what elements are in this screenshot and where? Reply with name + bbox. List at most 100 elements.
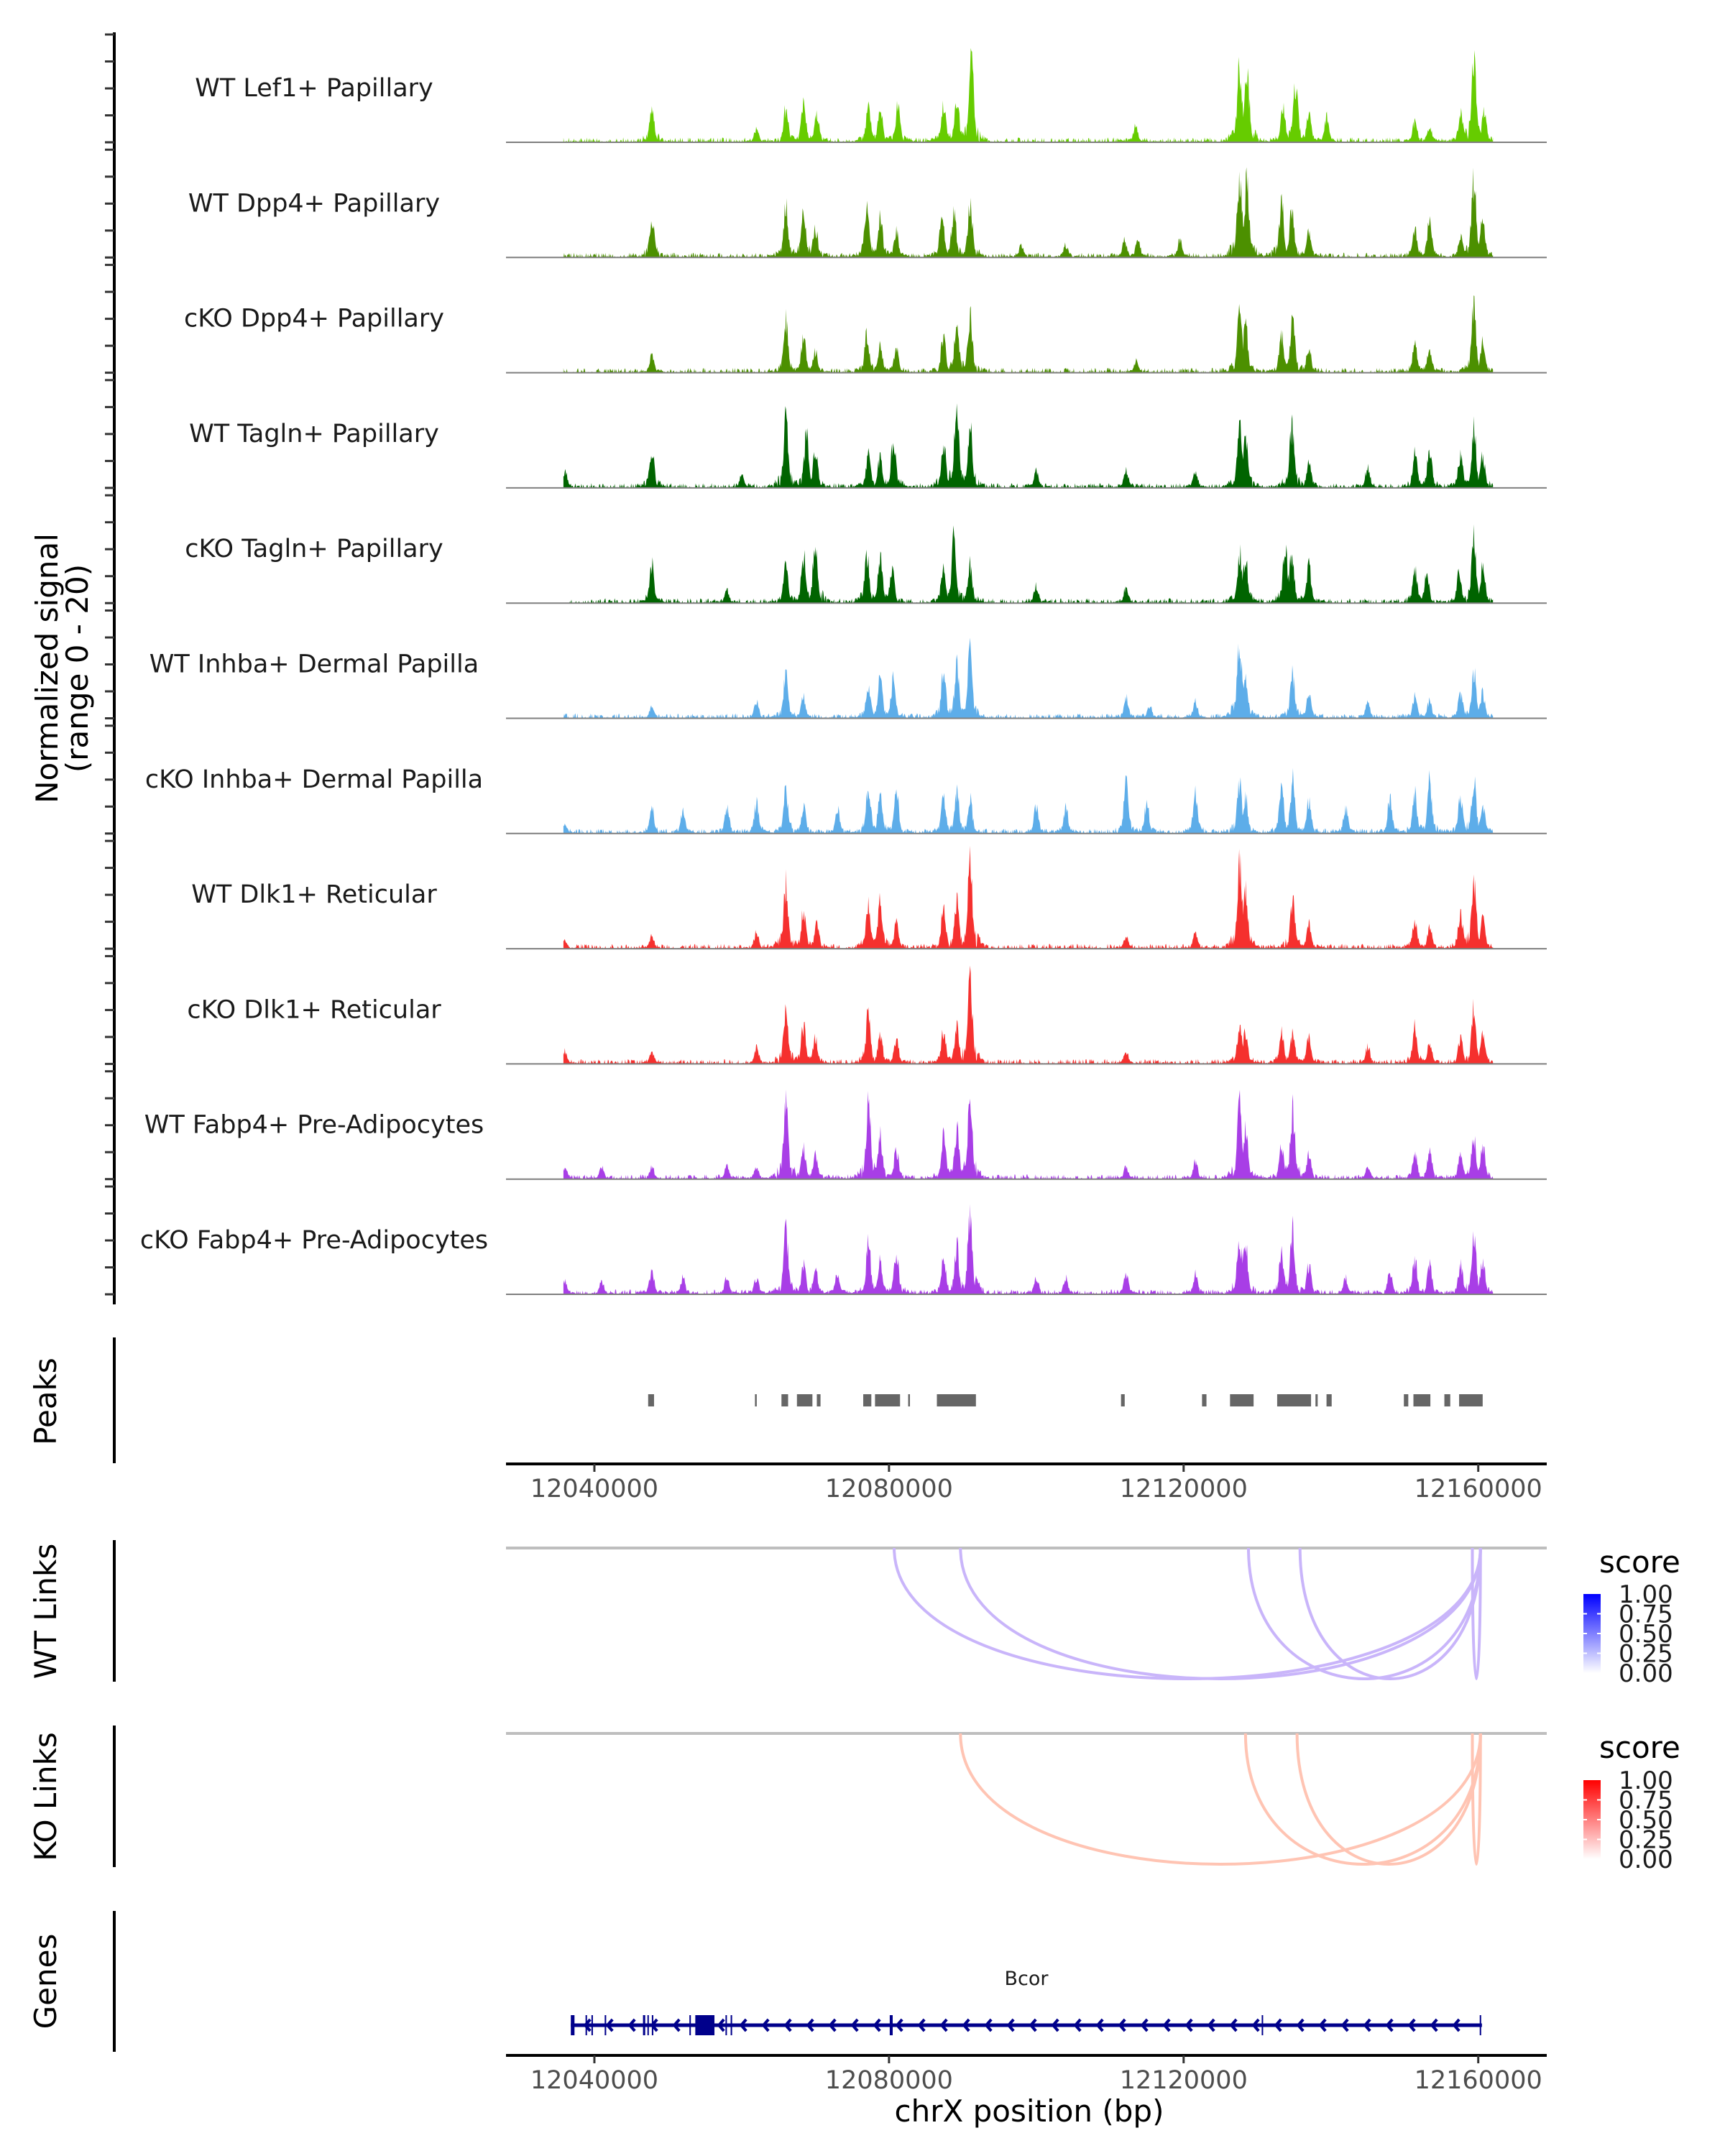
track-label: cKO Dpp4+ Papillary bbox=[184, 305, 444, 333]
strand-arrow-icon bbox=[672, 2018, 681, 2032]
coverage-area bbox=[563, 768, 1494, 834]
coverage-area bbox=[563, 295, 1494, 373]
link-arc bbox=[959, 1733, 1482, 1866]
strand-arrow-icon bbox=[1296, 2018, 1305, 2032]
exon bbox=[571, 2015, 575, 2035]
strand-arrow-icon bbox=[627, 2018, 636, 2032]
strand-arrow-icon bbox=[962, 2018, 970, 2032]
peak-region bbox=[796, 1394, 813, 1406]
coverage-area bbox=[563, 637, 1494, 719]
track-6: cKO Inhba+ Dermal Papilla bbox=[105, 724, 1547, 835]
track-label: WT Lef1+ Papillary bbox=[195, 74, 433, 103]
peak-region bbox=[875, 1394, 901, 1406]
peak-region bbox=[937, 1394, 976, 1406]
peak-region bbox=[1121, 1394, 1125, 1406]
legend-tick-label: 0.75 bbox=[1619, 1600, 1673, 1629]
exon bbox=[730, 2015, 732, 2035]
coverage-area bbox=[563, 167, 1494, 258]
coverage-area bbox=[563, 1089, 1494, 1179]
peaks-label: Peaks bbox=[28, 1358, 63, 1445]
links-panel-1: 1.000.750.500.250.00 bbox=[113, 1726, 1673, 1874]
peak-region bbox=[1202, 1394, 1207, 1406]
coverage-area bbox=[563, 524, 1494, 604]
coverage-area bbox=[563, 403, 1494, 488]
strand-arrow-icon bbox=[828, 2018, 837, 2032]
strand-arrow-icon bbox=[1095, 2018, 1104, 2032]
peak-region bbox=[1413, 1394, 1431, 1406]
exon bbox=[585, 2015, 587, 2035]
exon bbox=[889, 2015, 893, 2035]
track-2: cKO Dpp4+ Papillary bbox=[105, 264, 1547, 374]
track-9: WT Fabp4+ Pre-Adipocytes bbox=[105, 1070, 1547, 1181]
coverage-area bbox=[563, 47, 1494, 143]
legend-tick-label: 0.50 bbox=[1619, 1806, 1673, 1835]
x-tick-label: 12120000 bbox=[1120, 2066, 1248, 2095]
legend-tick-label: 0.00 bbox=[1619, 1659, 1673, 1688]
exon bbox=[651, 2015, 653, 2035]
exon bbox=[1479, 2015, 1481, 2035]
track-0: WT Lef1+ Papillary bbox=[105, 33, 1547, 144]
x-axis-bottom: 12040000 12080000 12120000 12160000 bbox=[506, 2054, 1547, 2095]
strand-arrow-icon bbox=[1118, 2018, 1126, 2032]
strand-arrow-icon bbox=[1029, 2018, 1037, 2032]
peak-region bbox=[781, 1394, 788, 1406]
exon bbox=[647, 2015, 649, 2035]
link-arc bbox=[959, 1547, 1482, 1680]
links-panel-0: 1.000.750.500.250.00 bbox=[113, 1540, 1673, 1688]
track-5: WT Inhba+ Dermal Papilla bbox=[105, 609, 1547, 719]
track-label: cKO Tagln+ Papillary bbox=[185, 535, 443, 563]
track-label: cKO Inhba+ Dermal Papilla bbox=[145, 765, 483, 794]
track-4: cKO Tagln+ Papillary bbox=[105, 494, 1547, 604]
strand-arrow-icon bbox=[1407, 2018, 1416, 2032]
peak-region bbox=[1444, 1394, 1450, 1406]
strand-arrow-icon bbox=[761, 2018, 770, 2032]
strand-arrow-icon bbox=[1318, 2018, 1327, 2032]
strand-arrow-icon bbox=[1006, 2018, 1015, 2032]
track-label: WT Fabp4+ Pre-Adipocytes bbox=[144, 1111, 484, 1140]
track-label: WT Tagln+ Papillary bbox=[189, 420, 439, 448]
track-label: WT Dlk1+ Reticular bbox=[191, 880, 437, 909]
peak-region bbox=[755, 1394, 757, 1406]
peak-region bbox=[816, 1394, 821, 1406]
strand-arrow-icon bbox=[873, 2018, 881, 2032]
strand-arrow-icon bbox=[1162, 2018, 1171, 2032]
strand-arrow-icon bbox=[1452, 2018, 1460, 2032]
x-tick-label: 12160000 bbox=[1414, 2066, 1542, 2095]
x-axis-title: chrX position (bp) bbox=[895, 2093, 1164, 2129]
x-tick-label: 12040000 bbox=[530, 2066, 658, 2095]
strand-arrow-icon bbox=[1140, 2018, 1149, 2032]
strand-arrow-icon bbox=[1385, 2018, 1394, 2032]
legend-tick-label: 1.00 bbox=[1619, 1766, 1673, 1795]
strand-arrow-icon bbox=[1051, 2018, 1059, 2032]
legend-tick-label: 0.50 bbox=[1619, 1620, 1673, 1649]
peak-region bbox=[1230, 1394, 1254, 1406]
track-10: cKO Fabp4+ Pre-Adipocytes bbox=[105, 1185, 1547, 1296]
track-8: cKO Dlk1+ Reticular bbox=[105, 954, 1547, 1065]
peaks-panel: Peaks bbox=[28, 1337, 1483, 1463]
peak-region bbox=[863, 1394, 872, 1406]
genes-label: Genes bbox=[28, 1934, 63, 2030]
links-panels: WT Links KO Links score score 1.000.750.… bbox=[28, 1540, 1680, 1874]
x-tick-label: 12040000 bbox=[530, 1475, 658, 1503]
x-axis-top: 12040000 12080000 12120000 12160000 bbox=[506, 1462, 1547, 1503]
exon bbox=[695, 2015, 715, 2035]
link-arc bbox=[1246, 1547, 1482, 1680]
link-arc bbox=[1298, 1547, 1482, 1680]
x-tick-label: 12160000 bbox=[1414, 1475, 1542, 1503]
strand-arrow-icon bbox=[917, 2018, 926, 2032]
strand-arrow-icon bbox=[984, 2018, 993, 2032]
coverage-tracks: WT Lef1+ Papillary WT Dpp4+ Papillary cKO … bbox=[105, 32, 1547, 1304]
peak-region bbox=[648, 1394, 654, 1406]
coverage-area bbox=[563, 1204, 1494, 1294]
wt-legend-title: score bbox=[1599, 1544, 1680, 1580]
y-axis-title-line2: (range 0 - 20) bbox=[60, 564, 95, 773]
strand-arrow-icon bbox=[1251, 2018, 1260, 2032]
link-arc bbox=[893, 1547, 1482, 1680]
link-arc bbox=[1471, 1547, 1482, 1680]
strand-arrow-icon bbox=[1363, 2018, 1371, 2032]
peak-region bbox=[908, 1394, 911, 1406]
gene-name: Bcor bbox=[1005, 1968, 1049, 1990]
track-label: WT Dpp4+ Papillary bbox=[188, 189, 440, 218]
ko-links-label: KO Links bbox=[28, 1732, 63, 1861]
